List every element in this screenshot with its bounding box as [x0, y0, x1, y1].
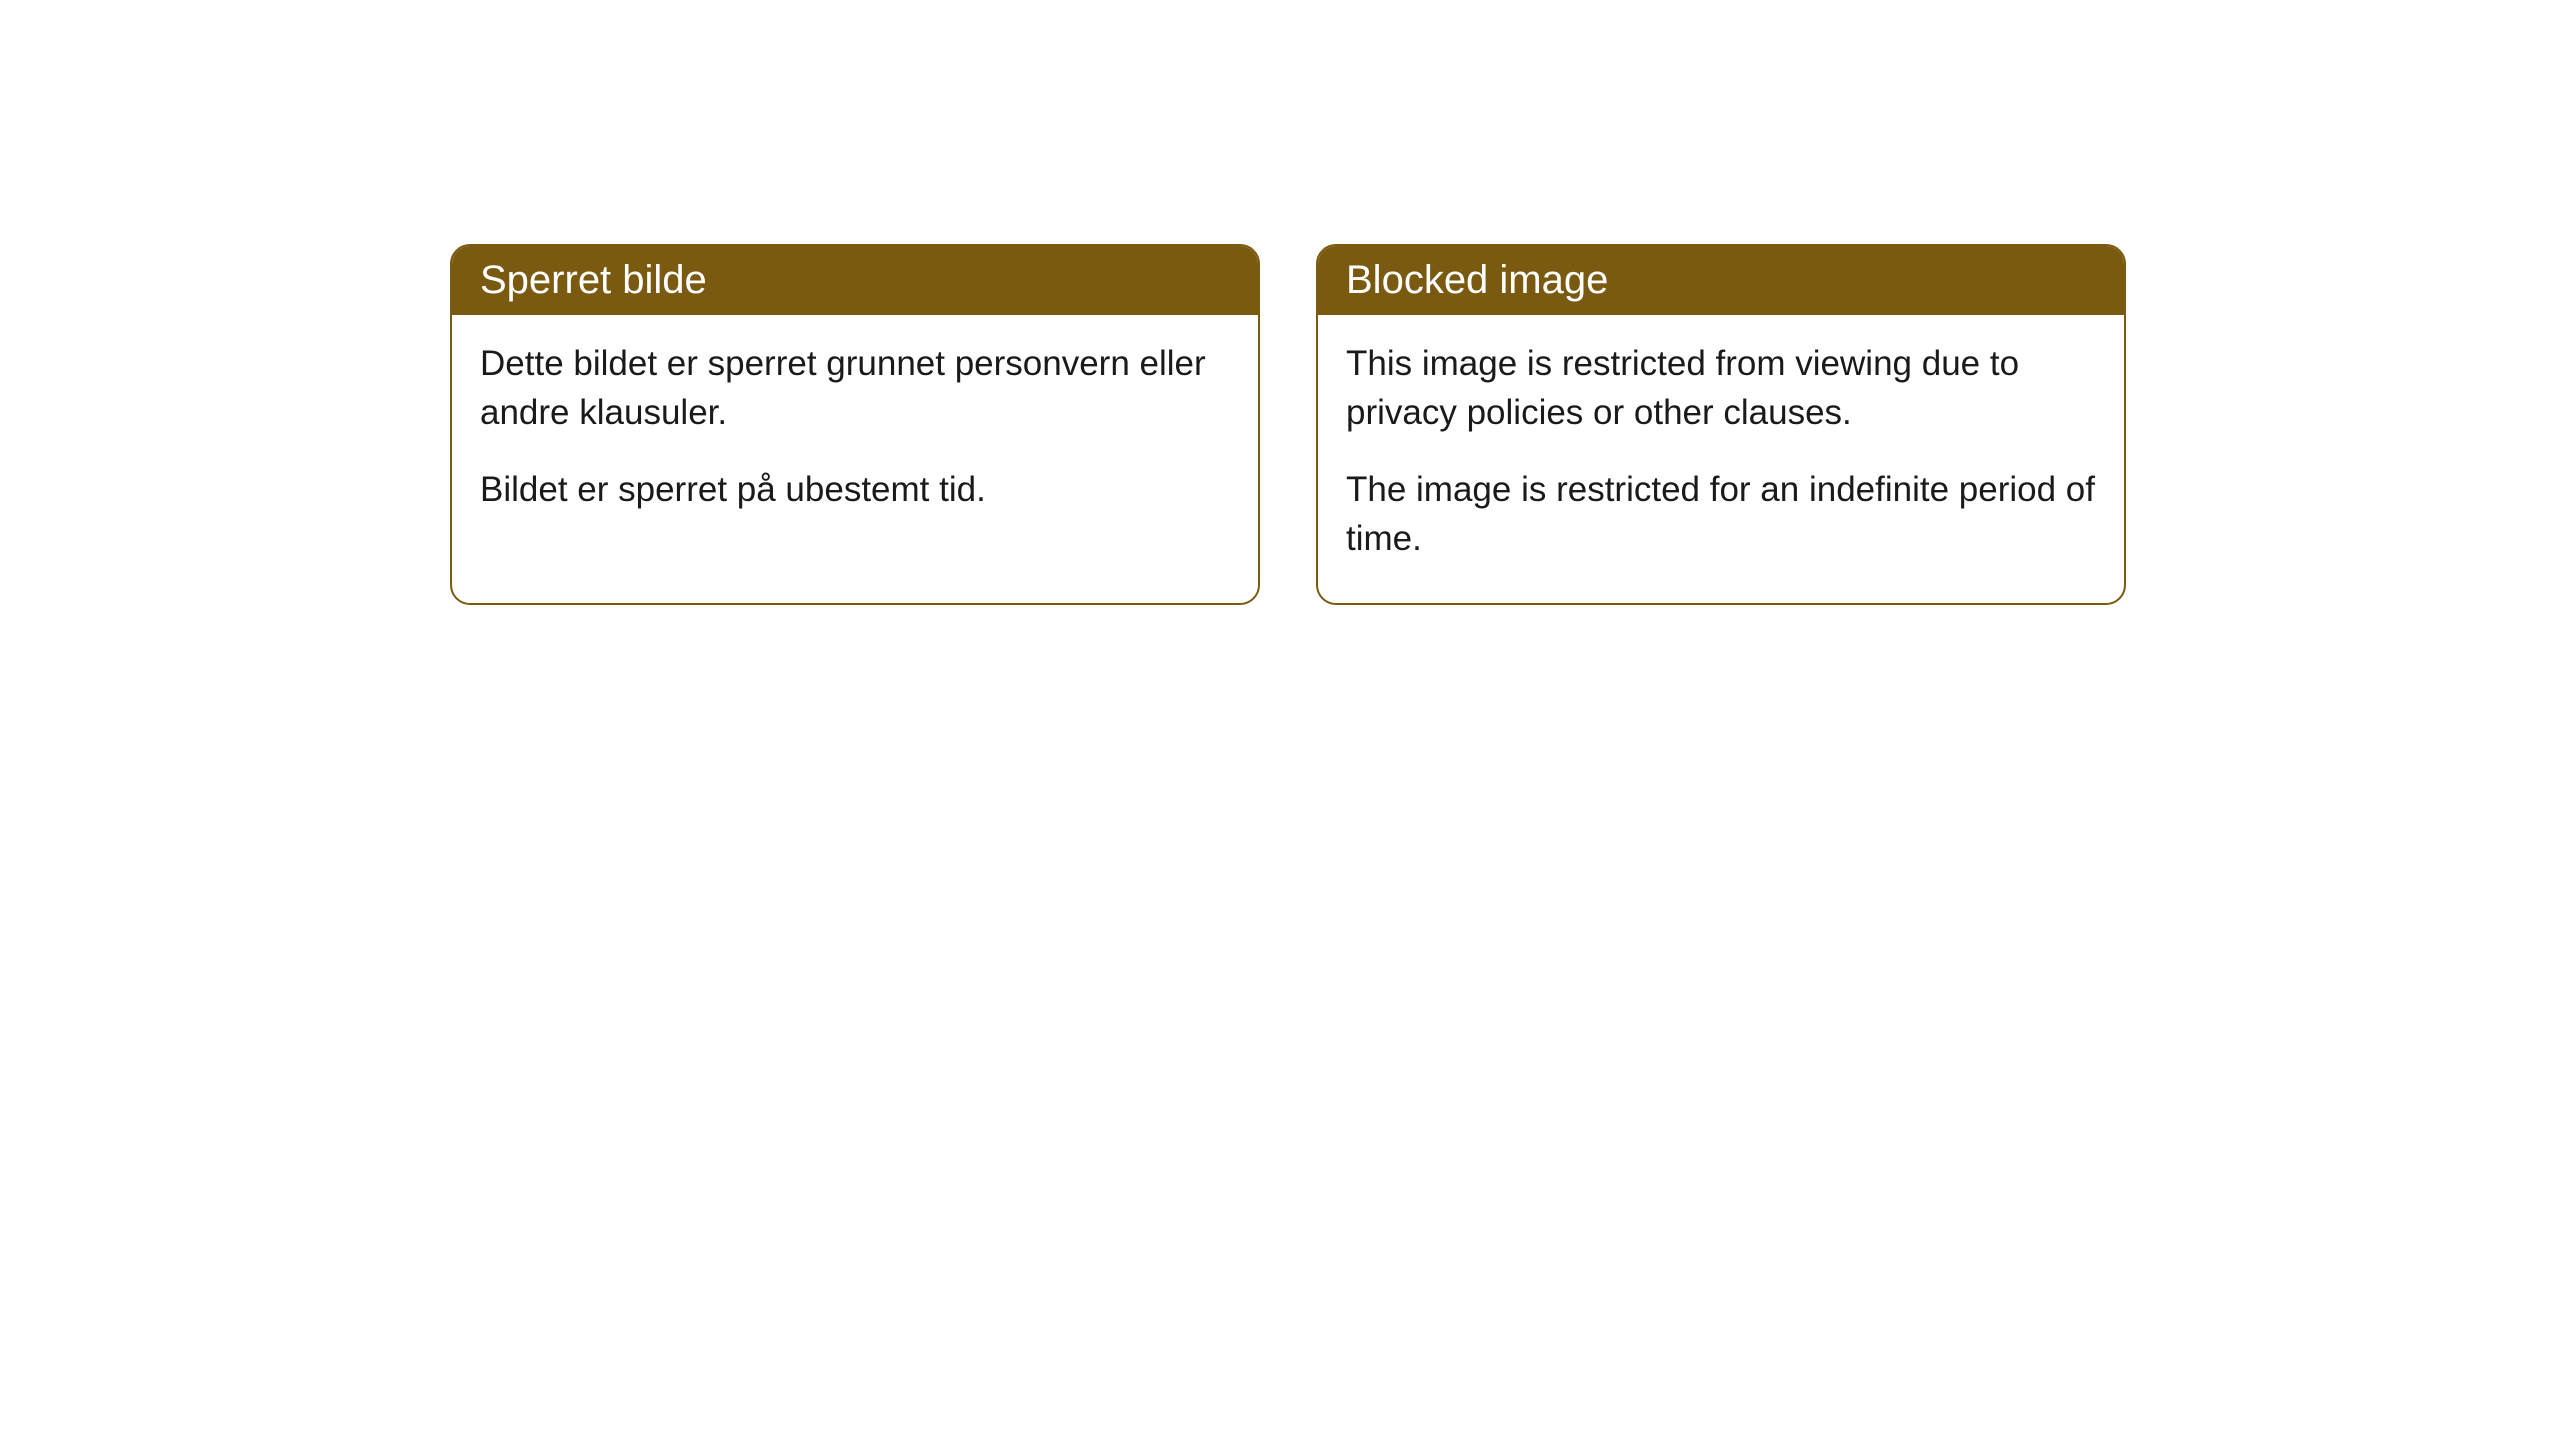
- card-title: Blocked image: [1346, 258, 1608, 302]
- card-body: This image is restricted from viewing du…: [1318, 315, 2124, 603]
- blocked-image-card-norwegian: Sperret bilde Dette bildet er sperret gr…: [450, 244, 1260, 605]
- card-paragraph-1: This image is restricted from viewing du…: [1346, 339, 2096, 437]
- card-body: Dette bildet er sperret grunnet personve…: [452, 315, 1258, 554]
- blocked-image-card-english: Blocked image This image is restricted f…: [1316, 244, 2126, 605]
- card-paragraph-2: Bildet er sperret på ubestemt tid.: [480, 465, 1230, 514]
- card-header: Blocked image: [1318, 246, 2124, 315]
- card-header: Sperret bilde: [452, 246, 1258, 315]
- card-paragraph-1: Dette bildet er sperret grunnet personve…: [480, 339, 1230, 437]
- card-title: Sperret bilde: [480, 258, 707, 302]
- card-paragraph-2: The image is restricted for an indefinit…: [1346, 465, 2096, 563]
- cards-container: Sperret bilde Dette bildet er sperret gr…: [0, 0, 2560, 605]
